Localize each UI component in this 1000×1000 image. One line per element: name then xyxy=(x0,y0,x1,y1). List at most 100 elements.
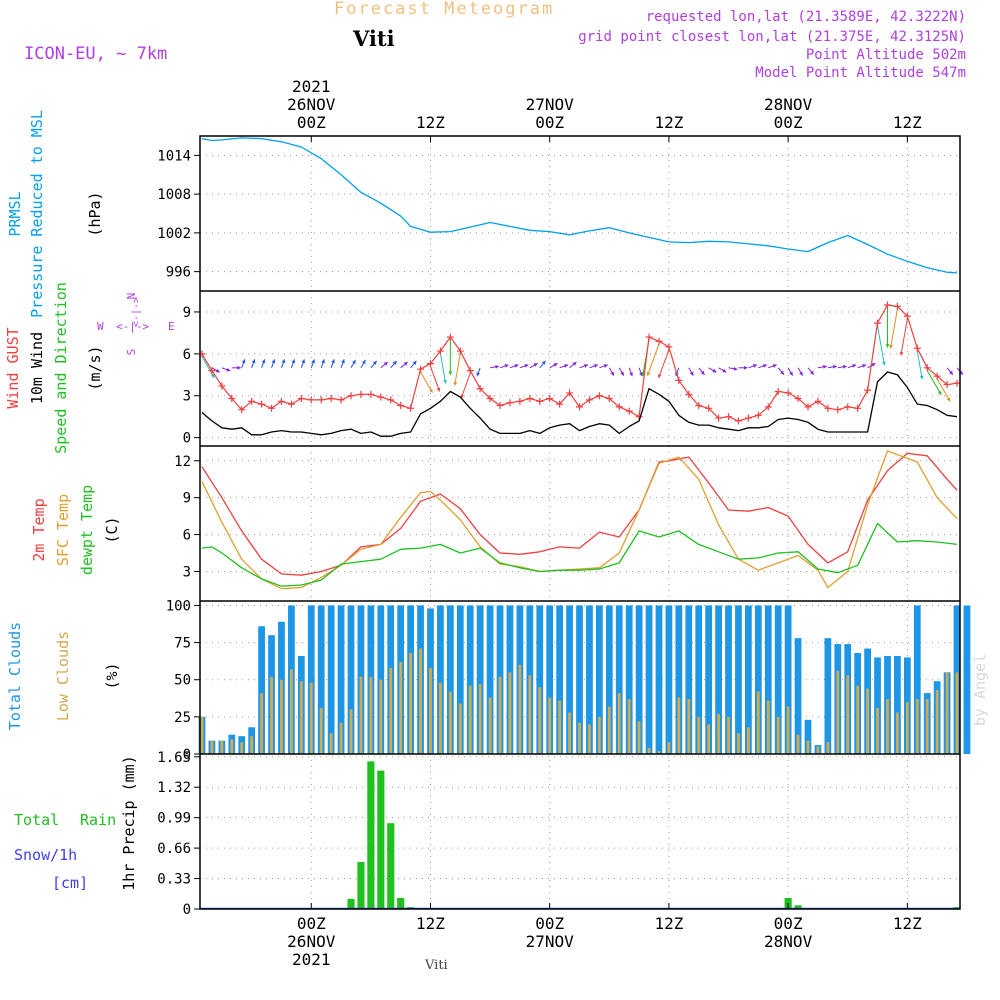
gust-point xyxy=(546,395,554,403)
wind-panel: 9 6 3 0 xyxy=(183,291,964,447)
low-cloud-bar xyxy=(925,699,929,754)
bottom-time-label: 12Z xyxy=(893,914,922,933)
low-cloud-bar xyxy=(578,722,581,754)
total-cloud-bar xyxy=(754,605,762,754)
point-altitude: Point Altitude 502m xyxy=(805,47,966,63)
wind-direction-arrow xyxy=(646,343,660,376)
total-cloud-bar xyxy=(794,638,802,754)
model-altitude: Model Point Altitude 547m xyxy=(755,65,966,81)
low-cloud-bar xyxy=(727,716,730,754)
clouds-panel: 100 75 50 25 0 xyxy=(166,598,971,763)
wind-arrow-head xyxy=(514,364,519,368)
bottom-time-label: 28NOV xyxy=(764,932,813,951)
low-cloud-bar xyxy=(856,685,860,754)
wind-arrow-head xyxy=(620,371,624,376)
compass-east-label: E xyxy=(168,320,175,333)
wind-arrow-head xyxy=(772,364,777,368)
total-cloud-bar xyxy=(695,605,703,754)
wind-arrow-head xyxy=(429,388,433,393)
wind-arrow-head xyxy=(341,359,345,364)
gust-point xyxy=(576,403,584,411)
low-cloud-bar xyxy=(886,699,889,754)
y-tick-label: 0 xyxy=(183,747,191,763)
total-cloud-bar xyxy=(337,605,345,754)
low-cloud-bar xyxy=(617,693,621,754)
low-cloud-bar xyxy=(448,691,452,754)
wind-arrow-head xyxy=(251,359,256,364)
gust-point xyxy=(824,404,832,412)
wind-arrow-head xyxy=(331,359,335,364)
compass-south-label: S xyxy=(125,349,138,356)
total-cloud-bar xyxy=(446,605,454,754)
total-cloud-bar xyxy=(605,605,613,754)
total-cloud-bar xyxy=(586,605,593,754)
total-cloud-bar xyxy=(347,605,355,754)
pressure-panel: 1014 1008 1002 996 xyxy=(157,136,960,291)
wind-arrow-head xyxy=(584,364,588,368)
low-cloud-bar xyxy=(548,697,552,754)
gust-point xyxy=(625,407,633,415)
gust-point xyxy=(397,402,405,410)
total-cloud-bar xyxy=(645,605,653,754)
total-cloud-bar xyxy=(774,605,782,754)
low-cloud-bar xyxy=(707,724,711,754)
wind-arrow-head xyxy=(372,360,377,365)
low-cloud-bar xyxy=(528,675,532,754)
low-cloud-bar xyxy=(667,742,671,754)
top-time-label: 28NOV xyxy=(764,95,813,114)
wind-arrow-head xyxy=(629,372,633,377)
wind-arrow-head xyxy=(722,368,727,373)
wind-direction-arrow xyxy=(454,353,461,386)
total-cloud-bar xyxy=(764,605,772,754)
total-cloud-bar xyxy=(665,605,673,754)
total-clouds-label: Total Clouds xyxy=(6,622,24,730)
low-clouds-label: Low Clouds xyxy=(54,631,72,721)
low-cloud-bar xyxy=(369,676,373,754)
footer-location: Viti xyxy=(425,958,448,973)
snow-label: Snow/1h xyxy=(14,846,77,864)
gust-point xyxy=(715,414,723,422)
wind-direction-arrow xyxy=(889,309,898,349)
gust-point xyxy=(585,396,593,404)
low-cloud-bar xyxy=(776,716,780,754)
low-cloud-bar xyxy=(588,724,591,754)
pressure-line xyxy=(201,137,958,274)
gust-point xyxy=(566,389,574,397)
wind-arrow-head xyxy=(937,390,942,395)
y-tick-label: 0.33 xyxy=(157,872,191,888)
gridpoint-coords: grid point closest lon,lat (21.375E, 42.… xyxy=(578,29,966,45)
gust-point xyxy=(854,404,862,412)
low-cloud-bar xyxy=(816,746,820,754)
gust-point xyxy=(874,319,882,327)
wind-arrow-head xyxy=(392,360,397,365)
low-cloud-bar xyxy=(309,682,313,754)
total-cloud-bar xyxy=(456,605,464,754)
total-cloud-bar xyxy=(307,605,315,754)
wind-arrow-head xyxy=(832,364,837,369)
gust-point xyxy=(337,396,345,404)
low-cloud-bar xyxy=(677,697,681,754)
low-cloud-bar xyxy=(836,670,840,754)
wind-arrow-head xyxy=(403,362,408,366)
y-tick-label: 0.66 xyxy=(157,841,191,857)
wind-direction-arrow xyxy=(420,371,433,393)
total-cloud-bar xyxy=(546,605,554,754)
wind-direction-arrow xyxy=(460,373,471,399)
low-cloud-bar xyxy=(518,664,522,754)
wind-arrow-head xyxy=(823,364,827,369)
gust-point xyxy=(526,395,534,403)
low-cloud-bar xyxy=(756,691,760,754)
gust-point xyxy=(486,395,494,403)
compass-vertical-arrows: <-|-> xyxy=(131,297,142,327)
total-cloud-bar xyxy=(804,719,812,754)
requested-coords: requested lon,lat (21.3589E, 42.3222N) xyxy=(645,9,966,25)
low-cloud-bar xyxy=(786,706,790,754)
top-time-label: 00Z xyxy=(297,113,326,132)
gust-point xyxy=(297,395,305,403)
gust-point xyxy=(923,364,931,372)
low-cloud-bar xyxy=(737,733,740,754)
gust-point xyxy=(516,397,524,405)
wind-arrow-head xyxy=(448,371,453,375)
low-cloud-bar xyxy=(717,713,720,754)
wind-arrow-head xyxy=(799,371,803,376)
